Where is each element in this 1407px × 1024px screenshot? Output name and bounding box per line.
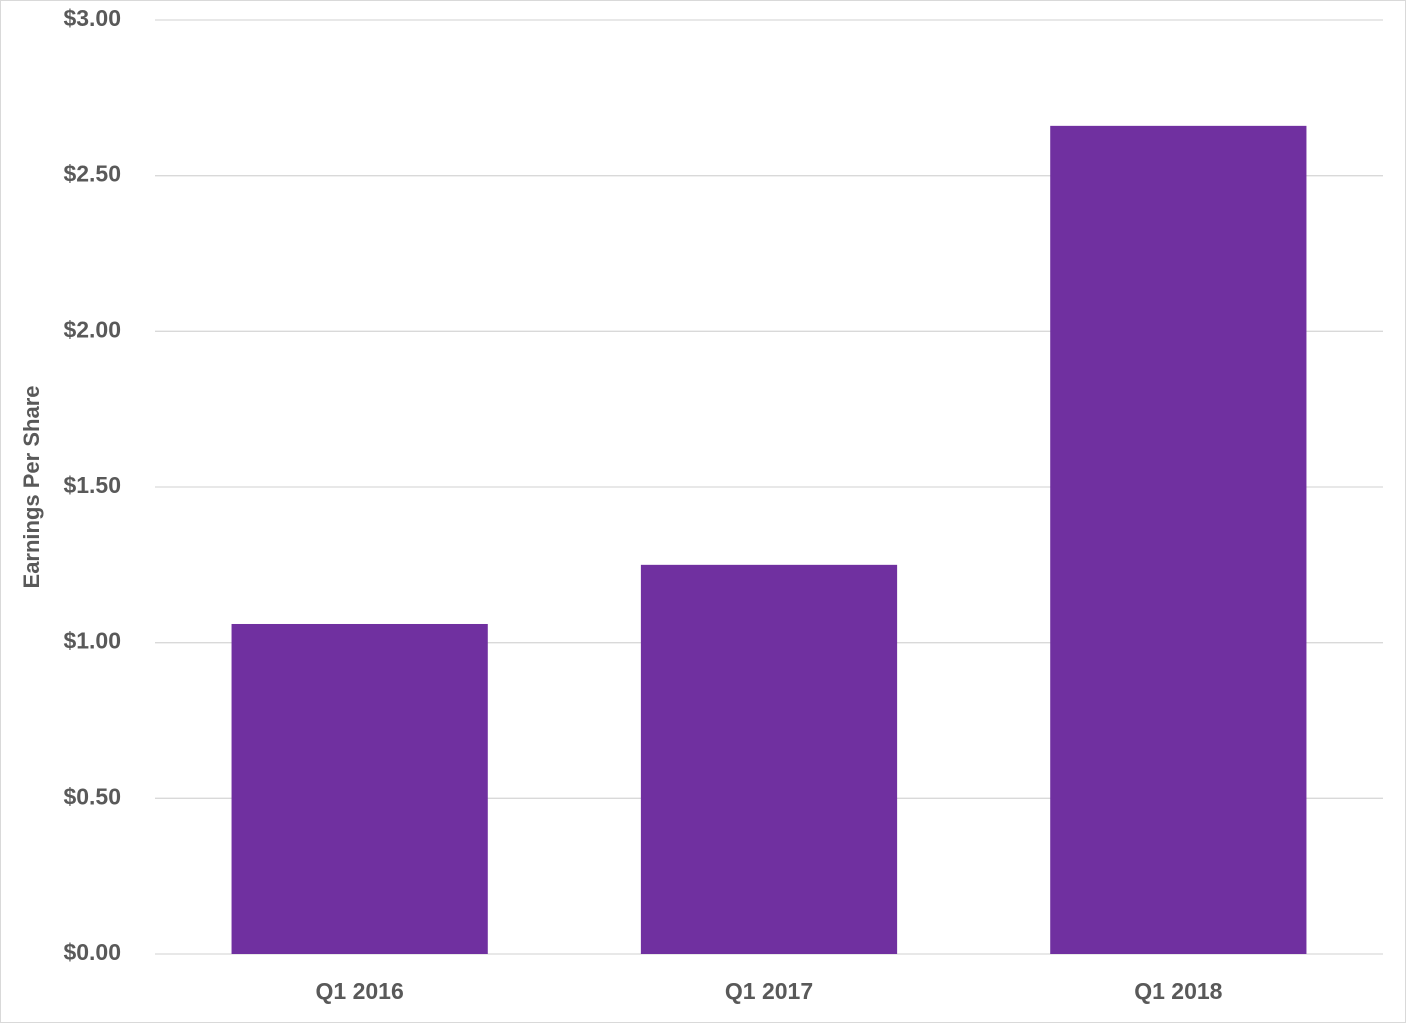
- y-tick-label: $3.00: [63, 5, 121, 31]
- y-tick-label: $1.50: [63, 472, 121, 498]
- bar: [1050, 125, 1307, 954]
- y-tick-label: $0.50: [63, 783, 121, 809]
- x-tick-label: Q1 2018: [1134, 978, 1222, 1004]
- x-tick-label: Q1 2016: [316, 978, 404, 1004]
- bar: [231, 623, 488, 954]
- x-tick-label: Q1 2017: [725, 978, 813, 1004]
- bar: [640, 564, 898, 954]
- y-tick-label: $2.50: [63, 161, 121, 187]
- y-tick-label: $2.00: [63, 316, 121, 342]
- y-tick-label: $0.00: [63, 939, 121, 965]
- y-tick-label: $1.00: [63, 628, 121, 654]
- y-axis-label: Earnings Per Share: [19, 386, 44, 589]
